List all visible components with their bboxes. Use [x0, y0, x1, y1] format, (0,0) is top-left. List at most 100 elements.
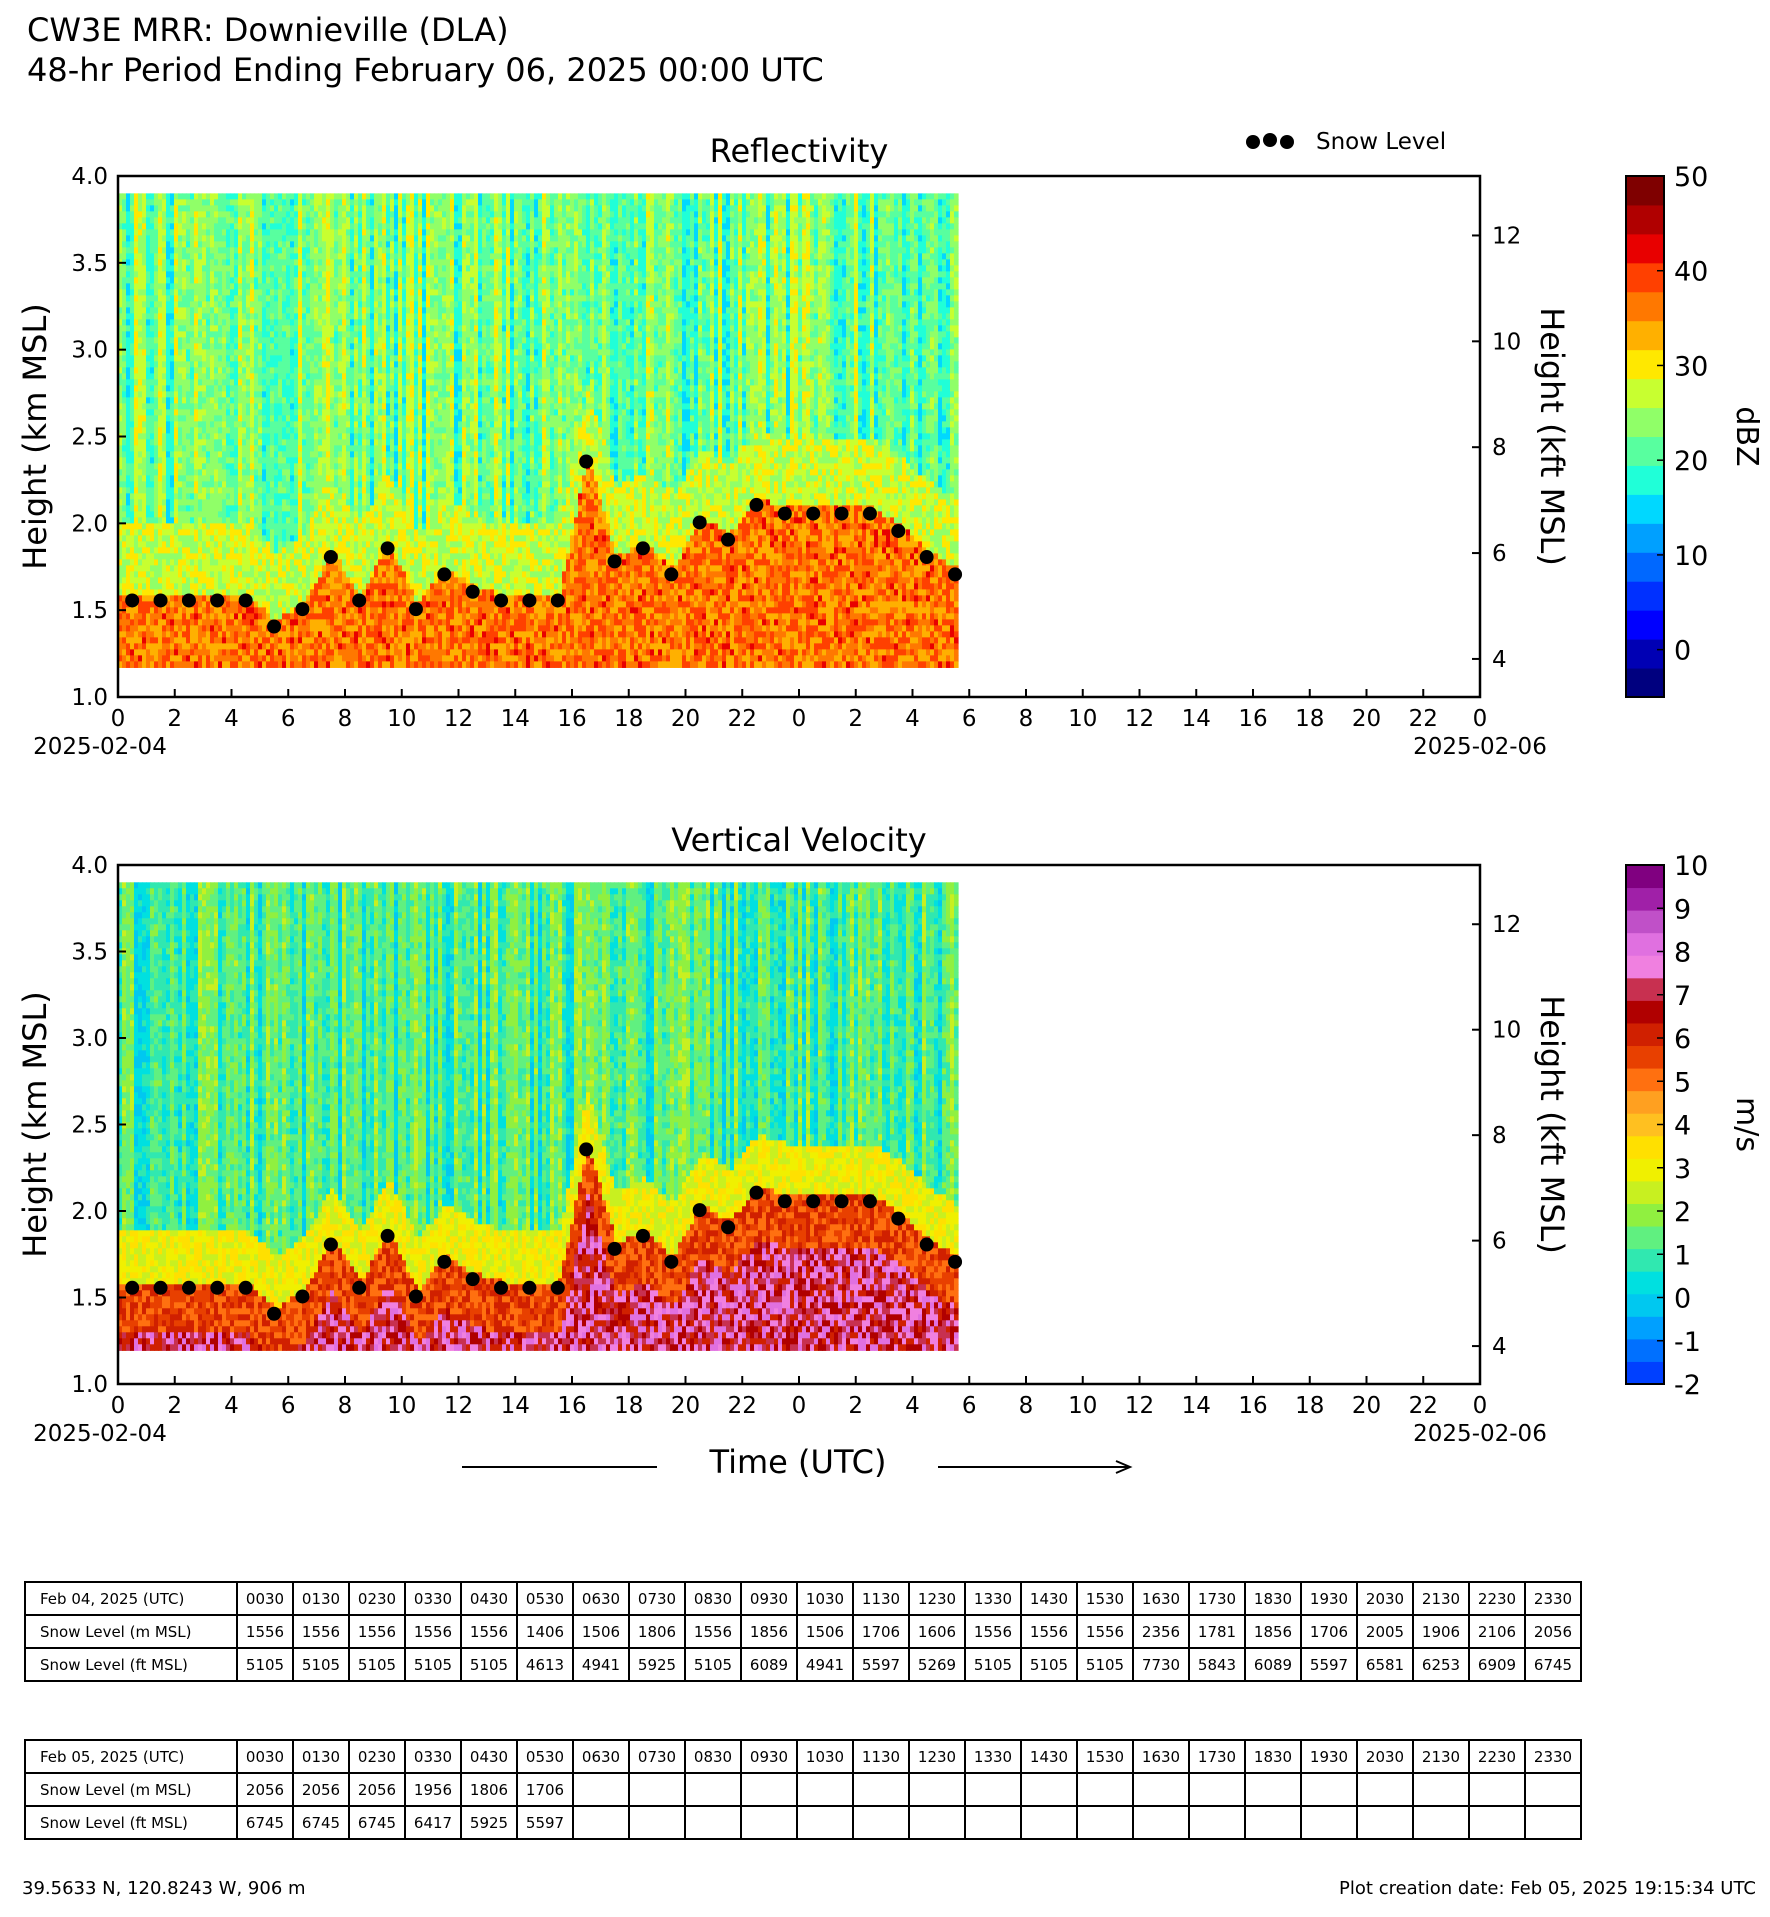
table-time-cell: 1330	[964, 1581, 1022, 1616]
plot-creation-date: Plot creation date: Feb 05, 2025 19:15:3…	[1339, 1878, 1756, 1899]
table-value-cell: 1506	[796, 1614, 854, 1649]
colorbar-segment	[1626, 1135, 1664, 1159]
x-tick-label: 8	[338, 706, 353, 732]
table-value-cell	[1132, 1772, 1190, 1807]
x-tick-label: 20	[671, 1393, 700, 1419]
y-axis-label: Height (km MSL)	[16, 303, 54, 570]
colorbar-segment	[1626, 494, 1664, 524]
colorbar-tick-label: 7	[1674, 981, 1691, 1012]
table-time-cell: 1830	[1244, 1739, 1302, 1774]
table-value-cell: 1556	[1076, 1614, 1134, 1649]
snow-level-point	[465, 1272, 480, 1287]
y-right-tick-label: 8	[1492, 1123, 1507, 1149]
y-right-tick-label: 4	[1492, 647, 1507, 673]
table-time-cell: 1730	[1188, 1581, 1246, 1616]
table-time-cell: 2330	[1524, 1739, 1582, 1774]
table-value-cell	[684, 1805, 742, 1840]
table-value-cell: 1606	[908, 1614, 966, 1649]
snow-level-point	[295, 1289, 310, 1304]
panel-reflectivity: Reflectivity 1.0 1.5 2.0 2.5 3.0 3.5 4.0 4 6 8 10 12…	[16, 132, 1764, 760]
table-value-cell	[1524, 1805, 1582, 1840]
colorbar-segment	[1626, 1090, 1664, 1114]
snow-level-table-feb04: Feb 04, 2025 (UTC) 0030 0130 0230 0330 0430 05…	[24, 1581, 1582, 1682]
snow-level-point	[891, 1211, 906, 1226]
table-value-cell	[740, 1772, 798, 1807]
table-value-cell: 4613	[516, 1647, 574, 1682]
table-time-cell: 0530	[516, 1739, 574, 1774]
colorbar-segment	[1626, 523, 1664, 553]
snow-level-point	[862, 1194, 877, 1209]
table-time-cell: 1430	[1020, 1581, 1078, 1616]
table-value-cell: 1556	[1020, 1614, 1078, 1649]
colorbar-segment	[1626, 1338, 1664, 1362]
colorbar-segment	[1626, 910, 1664, 934]
x-tick-label: 22	[728, 706, 757, 732]
table-value-cell	[1468, 1772, 1526, 1807]
table-value-cell: 5597	[516, 1805, 574, 1840]
table-value-cell: 5105	[236, 1647, 294, 1682]
colorbar: 0 10 20 30 40 50 dBZ	[1625, 162, 1764, 698]
table-value-cell	[1412, 1772, 1470, 1807]
colorbar-segment	[1626, 378, 1664, 409]
colorbar-segment	[1626, 291, 1664, 322]
table-value-cell	[964, 1772, 1022, 1807]
table-time-cell: 1130	[852, 1581, 910, 1616]
table-value-cell: 2106	[1468, 1614, 1526, 1649]
heatmap-field	[118, 193, 959, 668]
table-time-cell: 0230	[348, 1581, 406, 1616]
table-value-cell: 6745	[236, 1805, 294, 1840]
table-time-cell: 1930	[1300, 1739, 1358, 1774]
colorbar-tick-label: 1	[1674, 1240, 1691, 1271]
snow-level-point	[494, 1280, 509, 1295]
colorbar-segment	[1626, 1000, 1664, 1024]
colorbar-segment	[1626, 176, 1664, 206]
table-value-cell: 1856	[1244, 1614, 1302, 1649]
y-right-tick-label: 12	[1492, 912, 1521, 938]
table-value-cell: 1706	[1300, 1614, 1358, 1649]
table-time-cell: 0330	[404, 1739, 462, 1774]
table-value-cell	[1244, 1805, 1302, 1840]
y-axis-label: Height (km MSL)	[16, 991, 54, 1258]
table-time-cell: 0130	[292, 1739, 350, 1774]
colorbar-segment	[1626, 955, 1664, 979]
table-time-cell: 1530	[1076, 1581, 1134, 1616]
arrow-head-icon	[1115, 1460, 1133, 1474]
x-tick-label: 2	[167, 1393, 182, 1419]
snow-level-point	[267, 619, 282, 634]
table-time-cell: 1730	[1188, 1739, 1246, 1774]
table-value-cell	[852, 1772, 910, 1807]
table-time-cell: 0030	[236, 1581, 294, 1616]
table-value-cell: 5925	[628, 1647, 686, 1682]
colorbar-tick-label: 6	[1674, 1024, 1691, 1055]
table-value-cell	[1076, 1805, 1134, 1840]
table-date-label: Feb 05, 2025 (UTC)	[24, 1739, 238, 1774]
table-value-cell: 6417	[404, 1805, 462, 1840]
x-tick-label: 10	[1068, 1393, 1097, 1419]
table-value-cell: 1556	[348, 1614, 406, 1649]
table-value-cell	[1188, 1805, 1246, 1840]
x-tick-label: 2	[848, 706, 863, 732]
table-row: Snow Level (ft MSL) 5105 5105 5105 5105 5105 4…	[24, 1647, 1582, 1682]
table-time-cell: 0730	[628, 1739, 686, 1774]
colorbar-segment	[1626, 639, 1664, 669]
table-time-cell: 1830	[1244, 1581, 1302, 1616]
table-value-cell: 1956	[404, 1772, 462, 1807]
y-tick-label: 2.0	[71, 1199, 108, 1225]
table-value-cell: 6909	[1468, 1647, 1526, 1682]
table-value-cell: 2056	[236, 1772, 294, 1807]
colorbar-tick-label: -1	[1674, 1327, 1701, 1358]
x-tick-label: 14	[1182, 1393, 1211, 1419]
colorbar-segment	[1626, 932, 1664, 956]
table-time-cell: 0730	[628, 1581, 686, 1616]
x-tick-label: 10	[387, 1393, 416, 1419]
x-tick-label: 6	[962, 1393, 977, 1419]
table-time-cell: 0030	[236, 1739, 294, 1774]
x-tick-label: 18	[614, 706, 643, 732]
table-value-cell	[628, 1772, 686, 1807]
x-end-date: 2025-02-06	[1413, 1421, 1547, 1447]
x-tick-label: 18	[614, 1393, 643, 1419]
table-value-cell: 6745	[348, 1805, 406, 1840]
table-value-cell: 5105	[292, 1647, 350, 1682]
colorbar: -2 -1 0 1 2 3 4 5 6 7 8 9 10 m/s	[1625, 851, 1764, 1401]
colorbar-segment	[1626, 581, 1664, 611]
